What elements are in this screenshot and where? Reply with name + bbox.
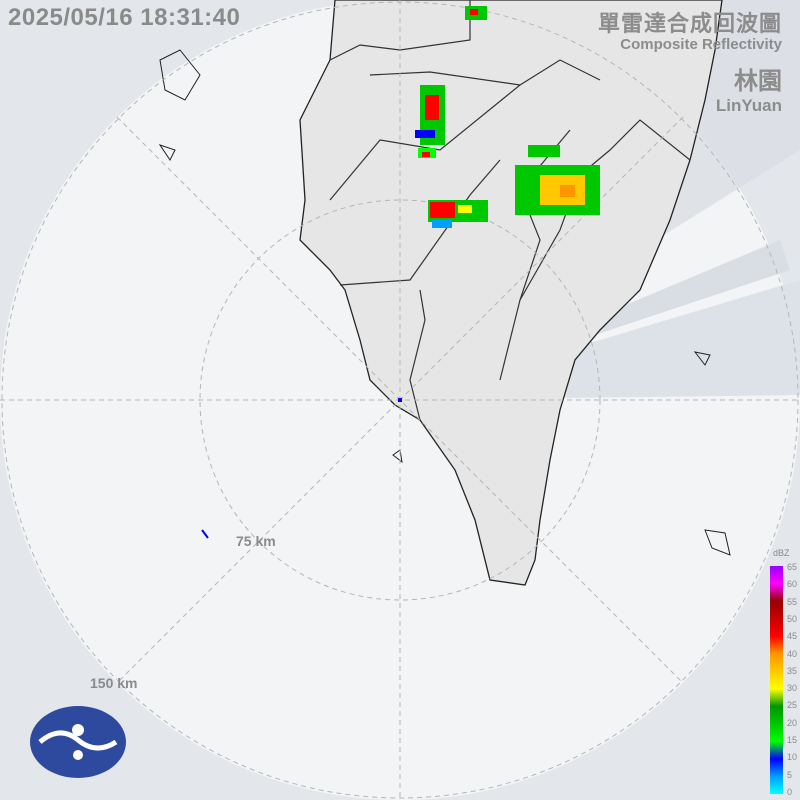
legend-tick: 45: [787, 631, 798, 642]
timestamp: 2025/05/16 18:31:40: [8, 4, 241, 31]
legend-tick: 60: [787, 579, 798, 590]
cwa-logo: [30, 706, 126, 778]
legend-unit: dBZ: [773, 548, 790, 558]
ring-label-150: 150 km: [90, 675, 138, 691]
legend-tick: 10: [787, 752, 798, 763]
station-zh: 林園: [734, 68, 782, 95]
legend-tick: 55: [787, 596, 798, 607]
ring-label-75: 75 km: [236, 533, 276, 549]
legend-tick: 35: [787, 665, 798, 676]
legend-tick: 0: [787, 786, 793, 797]
county-borders: [329, 0, 691, 421]
legend-tick: 5: [787, 769, 793, 780]
legend-tick: 50: [787, 613, 798, 624]
legend-tick: 30: [787, 683, 798, 694]
legend-tick: 15: [787, 735, 798, 745]
legend-color-bar: [770, 566, 783, 794]
legend-tick: 20: [787, 717, 798, 728]
station-en: LinYuan: [715, 96, 782, 115]
land-taiwan: [299, 0, 723, 586]
legend-tick: 40: [787, 648, 798, 659]
title-zh: 單雷達合成回波圖: [597, 11, 782, 36]
echoes: [201, 6, 600, 539]
islands: [158, 49, 731, 556]
legend-tick: 25: [787, 700, 798, 711]
title-en: Composite Reflectivity: [620, 36, 782, 53]
legend-tick: 65: [787, 562, 798, 572]
title-block: 單雷達合成回波圖 Composite Reflectivity 林園 LinYu…: [598, 6, 782, 116]
